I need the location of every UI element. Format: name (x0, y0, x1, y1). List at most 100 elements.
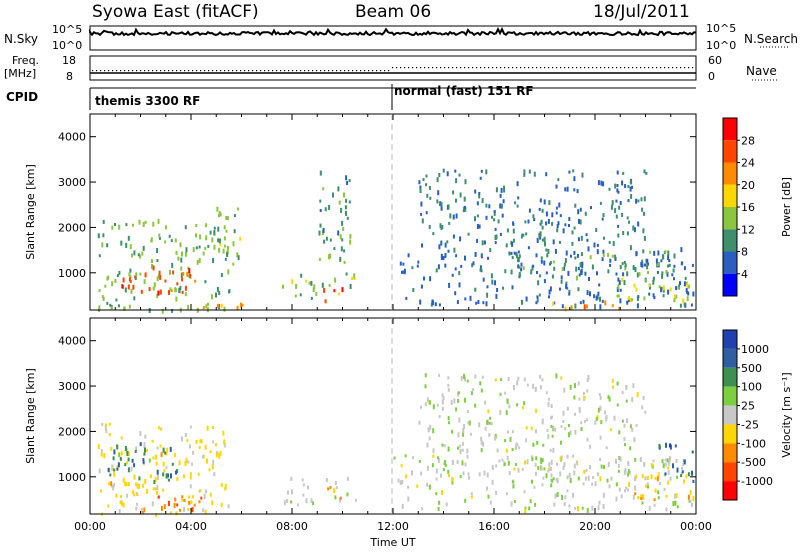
data-cell (127, 235, 130, 241)
data-cell (623, 437, 626, 442)
data-cell (619, 298, 622, 304)
data-cell (507, 377, 510, 381)
data-cell (334, 277, 337, 283)
data-cell (541, 208, 544, 213)
data-cell (596, 249, 599, 255)
data-cell (341, 220, 344, 226)
colorbar-label: Power [dB] (780, 177, 793, 237)
data-cell (579, 207, 582, 212)
data-cell (458, 417, 461, 423)
data-cell (574, 429, 577, 435)
data-cell (537, 280, 540, 286)
data-cell (493, 218, 496, 222)
data-cell (179, 285, 182, 290)
data-cell (181, 436, 183, 442)
data-cell (325, 478, 328, 483)
data-cell (120, 240, 123, 246)
data-cell (496, 448, 499, 453)
data-cell (673, 253, 676, 259)
data-cell (498, 459, 501, 463)
data-cell (349, 284, 352, 289)
nave-dot (372, 70, 374, 72)
x-tick-label: 16:00 (478, 520, 510, 533)
data-cell (98, 305, 101, 311)
data-cell (167, 473, 169, 478)
data-cell (479, 265, 482, 270)
data-cell (579, 219, 582, 225)
data-cell (571, 241, 574, 246)
data-cell (503, 185, 505, 190)
data-cell (202, 508, 205, 513)
data-cell (436, 456, 439, 460)
data-cell (184, 461, 187, 466)
data-cell (153, 282, 156, 288)
data-cell (443, 444, 446, 448)
data-cell (624, 489, 626, 493)
data-cell (174, 238, 177, 243)
data-cell (308, 281, 311, 285)
data-cell (629, 424, 632, 429)
nave-dot (684, 67, 686, 69)
data-cell (106, 276, 109, 281)
data-cell (640, 494, 643, 500)
nave-dot (384, 70, 386, 72)
data-cell (669, 443, 671, 448)
data-cell (154, 487, 157, 491)
data-cell (118, 509, 121, 514)
nave-dot (572, 67, 574, 69)
data-cell (615, 496, 618, 502)
data-cell (590, 206, 592, 210)
data-cell (547, 248, 550, 254)
freq-trace (90, 67, 696, 74)
data-cell (175, 250, 178, 255)
nave-dot (228, 70, 230, 72)
data-cell (131, 490, 134, 495)
data-cell (501, 213, 504, 218)
nave-dot (568, 67, 570, 69)
data-cell (556, 462, 558, 466)
data-cell (154, 454, 157, 460)
nave-dot (124, 70, 126, 72)
data-cell (547, 401, 550, 407)
data-cell (505, 243, 508, 248)
data-cell (597, 291, 600, 296)
data-cell (436, 199, 439, 204)
data-cell (323, 239, 326, 244)
data-cell (122, 277, 125, 283)
data-cell (549, 448, 552, 452)
colorbar-segment (723, 118, 737, 141)
nave-dot (608, 67, 610, 69)
data-cell (617, 469, 620, 473)
data-cell (533, 171, 536, 177)
data-cell (508, 471, 511, 476)
data-cell (512, 238, 515, 243)
data-cell (524, 460, 526, 465)
data-cell (118, 224, 121, 230)
data-cell (237, 207, 240, 211)
data-cell (553, 301, 556, 305)
data-cell (511, 285, 514, 290)
data-cell (444, 263, 447, 268)
data-cell (510, 501, 513, 507)
data-cell (607, 252, 610, 257)
data-cell (168, 500, 170, 506)
nave-dot (484, 67, 486, 69)
data-cell (608, 484, 611, 489)
data-cell (148, 458, 151, 463)
data-cell (451, 273, 454, 277)
data-cell (534, 386, 537, 392)
data-cell (211, 294, 213, 300)
data-cell (552, 427, 555, 431)
x-tick-label: 00:00 (74, 520, 106, 533)
data-cell (463, 424, 466, 430)
data-cell (328, 283, 331, 287)
data-cell (573, 188, 576, 192)
data-cell (218, 291, 221, 295)
y-axis-label: Slant Range [km] (24, 164, 37, 260)
data-cell (573, 226, 576, 230)
data-cell (577, 381, 580, 386)
data-cell (532, 442, 535, 447)
data-cell (334, 495, 337, 500)
data-cell (165, 473, 168, 479)
data-cell (657, 472, 660, 478)
